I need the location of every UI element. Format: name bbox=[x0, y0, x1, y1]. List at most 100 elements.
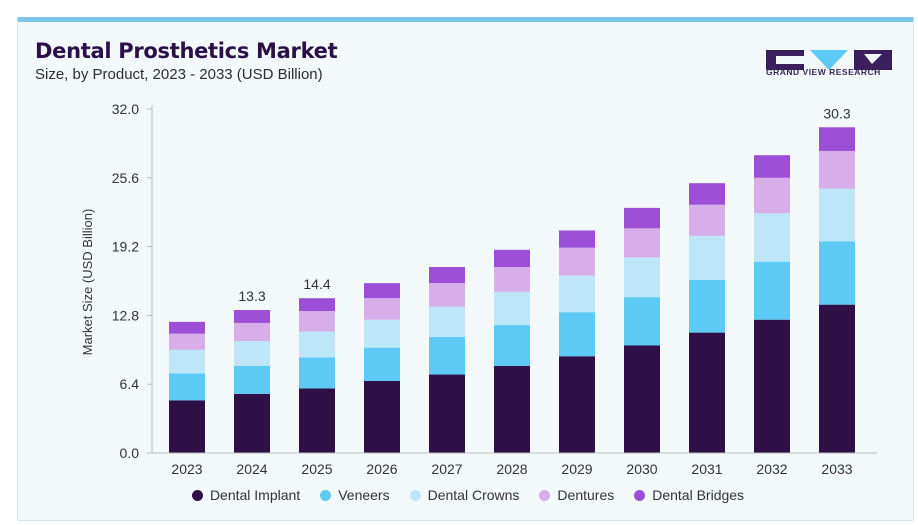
x-axis: 2023 2024 2025 2026 2027 2028 2029 2030 2031 2032… bbox=[152, 452, 877, 477]
bar-dental-bridges-2024 bbox=[234, 310, 270, 323]
chart-title: Dental Prosthetics Market bbox=[35, 39, 338, 63]
bar-dental-implant-2029 bbox=[559, 356, 595, 453]
bar-veneers-2024 bbox=[234, 365, 270, 394]
bar-veneers-2032 bbox=[754, 261, 790, 320]
bar-veneers-2028 bbox=[494, 325, 530, 366]
chart-subtitle: Size, by Product, 2023 - 2033 (USD Billi… bbox=[35, 66, 323, 83]
bar-dental-crowns-2029 bbox=[559, 275, 595, 313]
data-label-2025: 14.4 bbox=[303, 276, 330, 292]
legend-item-dental-bridges: Dental Bridges bbox=[634, 487, 744, 503]
bar-dental-implant-2028 bbox=[494, 365, 530, 453]
bar-dental-crowns-2025 bbox=[299, 331, 335, 358]
bar-dentures-2032 bbox=[754, 177, 790, 214]
legend-swatch bbox=[409, 489, 421, 501]
bar-veneers-2023 bbox=[169, 373, 205, 401]
legend-label: Dental Crowns bbox=[427, 487, 520, 503]
bars bbox=[169, 127, 855, 453]
legend-item-dentures: Dentures bbox=[539, 487, 614, 503]
bar-dental-crowns-2023 bbox=[169, 349, 205, 374]
data-labels: 13.3 14.4 30.3 bbox=[238, 105, 850, 304]
legend-swatch bbox=[539, 489, 551, 501]
bar-dentures-2025 bbox=[299, 311, 335, 332]
bar-dental-implant-2030 bbox=[624, 345, 660, 453]
bar-dentures-2023 bbox=[169, 333, 205, 350]
x-tick-label: 2027 bbox=[431, 461, 462, 477]
legend-label: Dental Implant bbox=[209, 487, 301, 503]
gvr-logo-icon bbox=[766, 50, 892, 70]
bar-dental-crowns-2032 bbox=[754, 213, 790, 262]
x-tick-label: 2028 bbox=[496, 461, 527, 477]
legend-item-dental-crowns: Dental Crowns bbox=[409, 487, 520, 503]
x-tick-label: 2029 bbox=[561, 461, 592, 477]
y-tick-label: 0.0 bbox=[120, 445, 140, 461]
legend-swatch bbox=[634, 489, 646, 501]
y-axis-label: Market Size (USD Billion) bbox=[80, 209, 95, 356]
data-label-2033: 30.3 bbox=[823, 105, 850, 121]
bar-veneers-2027 bbox=[429, 336, 465, 375]
y-tick-label: 19.2 bbox=[112, 239, 139, 255]
x-tick-label: 2024 bbox=[236, 461, 267, 477]
bar-veneers-2033 bbox=[819, 241, 855, 305]
bar-dentures-2024 bbox=[234, 322, 270, 342]
bar-veneers-2025 bbox=[299, 357, 335, 389]
bar-dental-implant-2025 bbox=[299, 388, 335, 453]
bar-dental-crowns-2030 bbox=[624, 257, 660, 298]
bar-dental-crowns-2033 bbox=[819, 188, 855, 242]
bar-dentures-2029 bbox=[559, 247, 595, 276]
bar-dental-implant-2032 bbox=[754, 319, 790, 453]
legend-item-dental-implant: Dental Implant bbox=[191, 487, 301, 503]
bar-dentures-2031 bbox=[689, 204, 725, 236]
legend-swatch bbox=[320, 489, 332, 501]
legend: Dental Implant Veneers Dental Crowns Dentur… bbox=[0, 487, 918, 503]
bar-dental-bridges-2029 bbox=[559, 230, 595, 248]
bar-dental-bridges-2033 bbox=[819, 127, 855, 151]
bar-dental-crowns-2024 bbox=[234, 341, 270, 366]
bar-dental-crowns-2026 bbox=[364, 319, 400, 348]
x-tick-label: 2025 bbox=[301, 461, 332, 477]
bar-dental-bridges-2030 bbox=[624, 207, 660, 229]
bar-dental-crowns-2027 bbox=[429, 306, 465, 337]
bar-dentures-2028 bbox=[494, 267, 530, 292]
legend-label: Dentures bbox=[557, 487, 615, 503]
legend-label: Dental Bridges bbox=[652, 487, 745, 503]
bar-dental-bridges-2023 bbox=[169, 321, 205, 334]
x-tick-label: 2032 bbox=[756, 461, 787, 477]
y-axis: 0.0 6.4 12.8 19.2 25.6 32.0 bbox=[112, 101, 153, 461]
x-tick-label: 2033 bbox=[821, 461, 852, 477]
legend-label: Veneers bbox=[338, 487, 390, 503]
bar-veneers-2031 bbox=[689, 279, 725, 333]
bar-dentures-2033 bbox=[819, 150, 855, 189]
brand-name: GRAND VIEW RESEARCH bbox=[766, 67, 881, 77]
legend-item-veneers: Veneers bbox=[320, 487, 390, 503]
y-tick-label: 32.0 bbox=[112, 101, 139, 117]
bar-dental-bridges-2027 bbox=[429, 267, 465, 284]
y-tick-label: 25.6 bbox=[112, 170, 139, 186]
bar-dental-crowns-2031 bbox=[689, 235, 725, 280]
bar-dentures-2027 bbox=[429, 283, 465, 307]
data-label-2024: 13.3 bbox=[238, 288, 265, 304]
x-tick-label: 2030 bbox=[626, 461, 657, 477]
bar-dental-implant-2026 bbox=[364, 380, 400, 453]
bar-dental-bridges-2032 bbox=[754, 155, 790, 178]
bar-dental-implant-2033 bbox=[819, 304, 855, 453]
x-tick-label: 2031 bbox=[691, 461, 722, 477]
bar-dental-bridges-2031 bbox=[689, 183, 725, 205]
bar-dental-crowns-2028 bbox=[494, 291, 530, 326]
x-tick-label: 2023 bbox=[171, 461, 202, 477]
legend-swatch bbox=[191, 489, 203, 501]
bar-veneers-2030 bbox=[624, 297, 660, 346]
bar-veneers-2029 bbox=[559, 312, 595, 357]
bar-dental-implant-2031 bbox=[689, 332, 725, 453]
bar-dental-bridges-2026 bbox=[364, 283, 400, 299]
bar-dental-implant-2023 bbox=[169, 400, 205, 453]
x-tick-label: 2026 bbox=[366, 461, 397, 477]
y-tick-label: 6.4 bbox=[120, 376, 140, 392]
bar-dental-bridges-2028 bbox=[494, 249, 530, 268]
bar-dentures-2030 bbox=[624, 228, 660, 258]
bar-dental-implant-2027 bbox=[429, 374, 465, 453]
bar-dental-bridges-2025 bbox=[299, 298, 335, 312]
bar-dental-implant-2024 bbox=[234, 393, 270, 453]
y-tick-label: 12.8 bbox=[112, 307, 139, 323]
bar-veneers-2026 bbox=[364, 347, 400, 381]
